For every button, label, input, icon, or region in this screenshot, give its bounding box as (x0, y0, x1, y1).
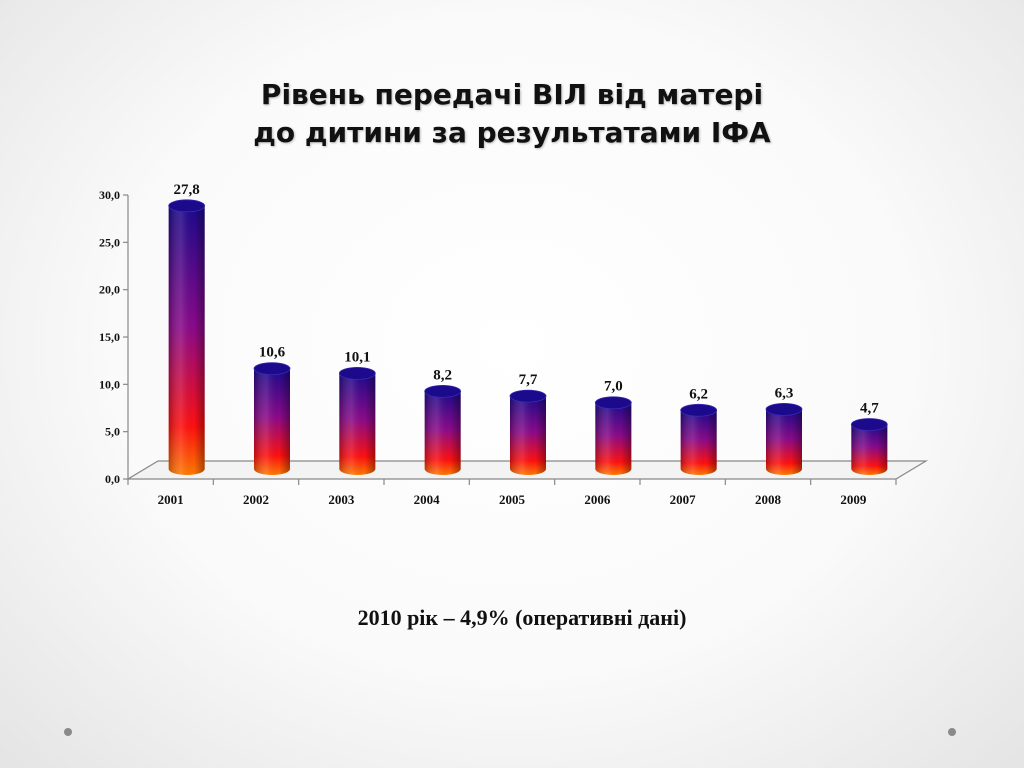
category-label: 2001 (158, 492, 184, 507)
bar-top-cap (509, 389, 547, 403)
bar-2004 (424, 384, 462, 476)
y-tick-label: 15,0 (99, 330, 120, 344)
bar-shading (766, 409, 802, 475)
value-label: 6,2 (689, 386, 708, 402)
title-line-1: Рівень передачі ВІЛ від матері (260, 78, 764, 111)
slide-title: Рівень передачі ВІЛ від матері до дитини… (0, 76, 1024, 152)
category-label: 2009 (840, 492, 867, 507)
y-tick-label: 25,0 (99, 235, 120, 249)
value-label: 27,8 (174, 182, 200, 198)
category-label: 2004 (414, 492, 441, 507)
title-line-2: до дитини за результатами ІФА (253, 116, 771, 149)
value-label: 7,7 (519, 372, 538, 388)
category-label: 2007 (670, 492, 697, 507)
chart-labels: 27,8 2001 10,6 2002 10,1 2003 8,2 2004 7,7 2005 7,… (158, 182, 880, 507)
category-label: 2005 (499, 492, 526, 507)
footnote-2010: 2010 рік – 4,9% (оперативні дані) (357, 605, 687, 630)
y-tick-label: 30,0 (99, 188, 120, 202)
bar-shading (680, 410, 717, 476)
slide-dot-right (948, 728, 956, 736)
bar-top-cap (168, 199, 206, 213)
bar-2009 (850, 418, 888, 476)
bar-2003 (338, 366, 376, 476)
bar-2008 (765, 402, 803, 475)
bar-shading (339, 373, 376, 476)
y-tick-label: 20,0 (99, 283, 120, 297)
category-label: 2006 (584, 492, 611, 507)
bar-shading (168, 205, 205, 476)
category-label: 2008 (755, 492, 782, 507)
bar-2006 (594, 396, 632, 476)
bar-shading (851, 424, 888, 476)
y-tick-label: 10,0 (99, 377, 120, 391)
chart-bars (168, 199, 888, 476)
bar-top-cap (253, 362, 291, 376)
bar-2001 (168, 199, 206, 476)
bar-top-cap (850, 418, 888, 431)
bar-top-cap (338, 366, 376, 380)
bar-shading (595, 402, 632, 476)
value-label: 10,1 (344, 349, 370, 365)
slide-dot-left (64, 728, 72, 736)
category-label: 2002 (243, 492, 269, 507)
bar-shading (254, 368, 290, 475)
y-tick-label: 0,0 (105, 472, 120, 486)
value-label: 10,6 (259, 345, 286, 361)
value-label: 4,7 (860, 401, 879, 417)
bar-shading (424, 391, 461, 476)
bar-2002 (253, 362, 291, 475)
y-tick-label: 5,0 (105, 425, 120, 439)
bar-top-cap (680, 403, 718, 417)
bar-top-cap (765, 402, 803, 416)
bar-shading (510, 396, 546, 475)
bar-2005 (509, 389, 547, 475)
bar-2007 (680, 403, 718, 476)
value-label: 6,3 (775, 385, 794, 401)
value-label: 7,0 (604, 379, 623, 395)
bar-top-cap (594, 396, 632, 410)
bar-top-cap (424, 384, 462, 398)
category-label: 2003 (328, 492, 355, 507)
value-label: 8,2 (433, 367, 452, 383)
